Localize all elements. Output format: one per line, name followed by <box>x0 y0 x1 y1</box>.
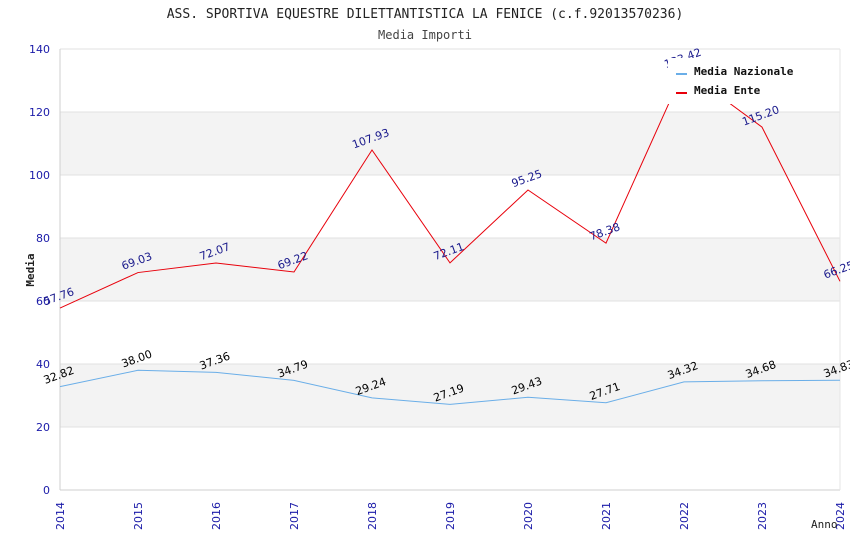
x-axis-ticks: 2014 2015 2016 2017 2018 2019 2020 2021 2022 2023… <box>54 502 847 530</box>
series-line <box>59 369 841 405</box>
chart-title: ASS. SPORTIVA EQUESTRE DILETTANTISTICA L… <box>167 7 684 22</box>
grid-band <box>60 238 840 301</box>
y-tick-label: 40 <box>36 358 50 371</box>
x-tick-label: 2019 <box>444 502 457 530</box>
y-axis-ticks: 0 20 40 60 80 100 120 140 <box>29 43 50 497</box>
x-tick-label: 2021 <box>600 502 613 530</box>
y-tick-label: 0 <box>43 484 50 497</box>
x-tick-label: 2020 <box>522 502 535 530</box>
legend-entry: Media Ente <box>694 84 761 97</box>
data-label: 57.76 <box>42 285 76 308</box>
grid-band <box>60 112 840 175</box>
x-tick-label: 2024 <box>834 502 847 530</box>
y-tick-label: 80 <box>36 232 50 245</box>
y-tick-label: 140 <box>29 43 50 56</box>
x-tick-label: 2023 <box>756 502 769 530</box>
x-tick-label: 2017 <box>288 502 301 530</box>
x-axis-title: Anno <box>811 518 838 531</box>
legend-entry: Media Nazionale <box>694 65 794 78</box>
x-tick-label: 2022 <box>678 502 691 530</box>
y-tick-label: 20 <box>36 421 50 434</box>
x-tick-label: 2016 <box>210 502 223 530</box>
grid-lines <box>60 48 840 428</box>
legend-background <box>668 58 818 104</box>
y-tick-label: 120 <box>29 106 50 119</box>
chart-subtitle: Media Importi <box>378 28 472 42</box>
y-tick-label: 60 <box>36 295 50 308</box>
x-tick-label: 2014 <box>54 502 67 530</box>
x-tick-label: 2018 <box>366 502 379 530</box>
grid-band <box>60 364 840 427</box>
y-axis-title: Media <box>24 253 37 286</box>
legend: Media Nazionale Media Ente <box>668 58 818 104</box>
grid-bands <box>60 112 840 427</box>
x-tick-label: 2015 <box>132 502 145 530</box>
y-tick-label: 100 <box>29 169 50 182</box>
axes <box>59 49 841 491</box>
